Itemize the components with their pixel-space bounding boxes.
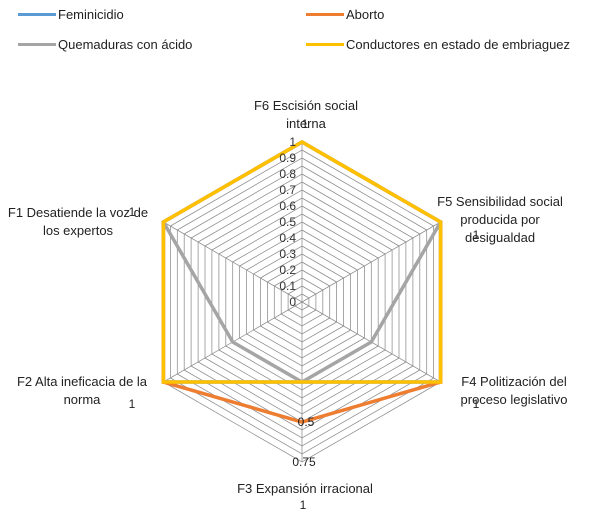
axis-label-line: F4 Politización del — [461, 374, 567, 389]
axis-label-line: F2 Alta ineficacia de la — [17, 374, 148, 389]
axis-label-line: producida por — [460, 212, 540, 227]
legend-swatch — [306, 13, 344, 16]
legend-item-feminicidio: Feminicidio — [18, 7, 124, 22]
axis-label-line: desigualdad — [465, 230, 535, 245]
series-layer — [161, 139, 443, 424]
tick-label: 0.8 — [279, 167, 296, 181]
data-label: 0.75 — [292, 455, 316, 469]
data-label: 1 — [473, 228, 480, 242]
tick-label: 0 — [289, 295, 296, 309]
grid-spoke — [301, 221, 441, 303]
data-label: 1 — [129, 205, 136, 219]
tick-label: 0.4 — [279, 231, 296, 245]
legend-item-quemaduras: Quemaduras con ácido — [18, 37, 192, 52]
data-label: 1 — [473, 397, 480, 411]
axis-label-line: interna — [286, 116, 327, 131]
legend-label: Feminicidio — [58, 7, 124, 22]
tick-label: 0.2 — [279, 263, 296, 277]
series-line-conductores-en-estado-de-embriaguez — [161, 139, 443, 384]
legend-label: Conductores en estado de embriaguez — [346, 37, 571, 52]
tick-label: 1 — [289, 135, 296, 149]
legend-item-aborto: Aborto — [306, 7, 384, 22]
axis-label: F4 Politización del proceso legislativo — [461, 374, 568, 407]
axis-label-line: F3 Expansión irracional — [237, 481, 373, 496]
axis-label: F2 Alta ineficacia de la norma — [17, 374, 148, 407]
axis-label-line: los expertos — [43, 223, 114, 238]
axis-label: F3 Expansión irracional — [237, 481, 373, 496]
data-label: 1 — [300, 498, 307, 512]
axis-label-line: F1 Desatiende la voz de — [8, 205, 148, 220]
legend-item-conductores: Conductores en estado de embriaguez — [306, 37, 570, 52]
tick-label: 0.1 — [279, 279, 296, 293]
tick-labels: 0 0.1 0.2 0.3 0.4 0.5 0.6 0.7 0.8 0.9 1 — [279, 135, 296, 309]
legend-label: Aborto — [346, 7, 385, 22]
data-label: 1 — [129, 397, 136, 411]
axis-label: F1 Desatiende la voz de los expertos — [8, 205, 148, 238]
axis-label-line: proceso legislativo — [461, 392, 568, 407]
axis-label-line: F6 Escisión social — [254, 98, 358, 113]
legend-swatch — [18, 43, 56, 46]
legend-swatch — [18, 13, 56, 16]
tick-label: 0.7 — [279, 183, 296, 197]
axis-label-line: F5 Sensibilidad social — [437, 194, 563, 209]
data-label: 0.5 — [298, 415, 315, 429]
grid-spoke — [163, 221, 303, 303]
tick-label: 0.3 — [279, 247, 296, 261]
axis-label-line: norma — [64, 392, 102, 407]
axis-labels: F6 Escisión social interna F5 Sensibilidad… — [8, 98, 568, 496]
legend-label: Quemaduras con ácido — [58, 37, 193, 52]
legend-swatch — [306, 43, 344, 46]
tick-label: 0.9 — [279, 151, 296, 165]
axis-label: F5 Sensibilidad social producida por desig… — [437, 194, 563, 245]
data-label: 1 — [302, 117, 309, 131]
axis-label: F6 Escisión social interna — [254, 98, 358, 131]
tick-label: 0.6 — [279, 199, 296, 213]
tick-label: 0.5 — [279, 215, 296, 229]
